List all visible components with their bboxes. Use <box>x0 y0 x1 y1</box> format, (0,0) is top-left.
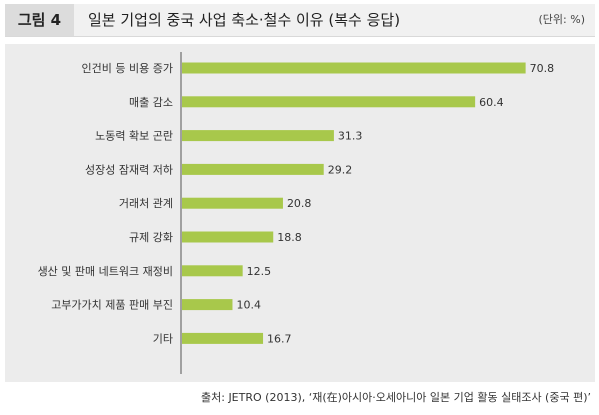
bar <box>182 265 243 277</box>
category-label: 기타 <box>153 332 173 345</box>
figure-header: 그림 4 일본 기업의 중국 사업 축소·철수 이유 (복수 응답) (단위: … <box>5 4 595 37</box>
bar-chart: 인건비 등 비용 증가 70.8 매출 감소 60.4 노동력 확보 곤란 31.3 성장성… <box>38 52 555 374</box>
category-label: 매출 감소 <box>129 96 173 109</box>
category-label: 고부가가치 제품 판매 부진 <box>51 299 173 312</box>
bar <box>182 96 476 108</box>
value-label: 70.8 <box>530 62 555 75</box>
figure-label: 그림 4 <box>5 4 74 36</box>
value-label: 31.3 <box>338 130 363 143</box>
value-label: 18.8 <box>277 231 302 244</box>
chart-title: 일본 기업의 중국 사업 축소·철수 이유 (복수 응답) <box>88 11 401 29</box>
category-label: 규제 강화 <box>129 231 173 244</box>
bar <box>182 62 526 74</box>
value-label: 16.7 <box>267 332 292 345</box>
bar <box>182 197 283 209</box>
value-label: 29.2 <box>328 163 353 176</box>
bar <box>182 332 264 344</box>
bar <box>182 130 334 142</box>
unit-label: (단위: %) <box>538 13 585 26</box>
bar <box>182 299 233 311</box>
bar <box>182 231 274 243</box>
source-note: 출처: JETRO (2013), ‘재(在)아시아·오세아니아 일본 기업 활… <box>201 391 591 404</box>
value-label: 10.4 <box>236 299 261 312</box>
category-label: 성장성 잠재력 저하 <box>85 162 173 176</box>
category-label: 생산 및 판매 네트워크 재정비 <box>38 265 173 278</box>
category-label: 노동력 확보 곤란 <box>95 130 173 143</box>
category-label: 인건비 등 비용 증가 <box>82 62 173 75</box>
value-label: 12.5 <box>247 265 272 278</box>
value-label: 60.4 <box>479 96 504 109</box>
category-label: 거래처 관계 <box>119 197 173 210</box>
value-label: 20.8 <box>287 197 312 210</box>
bar <box>182 163 324 175</box>
